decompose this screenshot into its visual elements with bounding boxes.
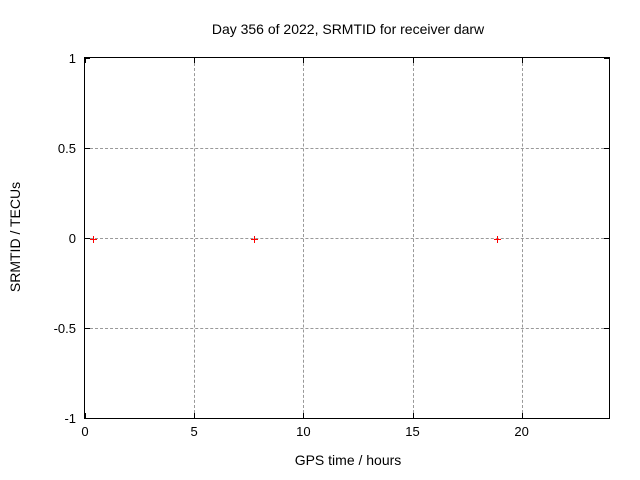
x-tick-label: 20	[514, 424, 529, 439]
y-tick-label: 0	[68, 231, 76, 246]
y-tick-label: 1	[68, 51, 76, 66]
data-point-plus	[493, 235, 501, 243]
y-tick-label: -1	[64, 411, 76, 426]
tick-mark	[85, 58, 90, 59]
x-tick-label: 5	[190, 424, 198, 439]
tick-mark	[604, 148, 609, 149]
tick-mark	[604, 58, 609, 59]
tick-mark	[194, 58, 196, 63]
tick-mark	[521, 58, 523, 63]
x-tick-label: 10	[296, 424, 311, 439]
tick-mark	[303, 413, 305, 418]
tick-mark	[85, 413, 86, 418]
tick-mark	[303, 58, 305, 63]
tick-mark	[85, 148, 90, 149]
grid-line-horizontal	[85, 148, 609, 149]
chart-title: Day 356 of 2022, SRMTID for receiver dar…	[211, 21, 485, 37]
grid-line-horizontal	[85, 238, 609, 239]
grid-line-horizontal	[85, 328, 609, 329]
tick-mark	[85, 418, 90, 419]
tick-mark	[85, 58, 86, 63]
y-tick-label: -0.5	[53, 321, 76, 336]
tick-mark	[412, 413, 414, 418]
tick-mark	[412, 58, 414, 63]
data-point-plus	[89, 235, 97, 243]
tick-mark	[604, 238, 609, 239]
tick-mark	[604, 418, 609, 419]
tick-mark	[194, 413, 196, 418]
plot-area	[84, 57, 610, 419]
tick-mark	[85, 238, 90, 239]
x-tick-label: 0	[81, 424, 89, 439]
y-tick-label: 0.5	[57, 141, 76, 156]
data-point-plus	[251, 235, 259, 243]
tick-mark	[521, 413, 523, 418]
x-tick-label: 15	[405, 424, 420, 439]
tick-mark	[604, 328, 609, 329]
tick-mark	[85, 328, 90, 329]
x-axis-label: GPS time / hours	[294, 452, 402, 468]
